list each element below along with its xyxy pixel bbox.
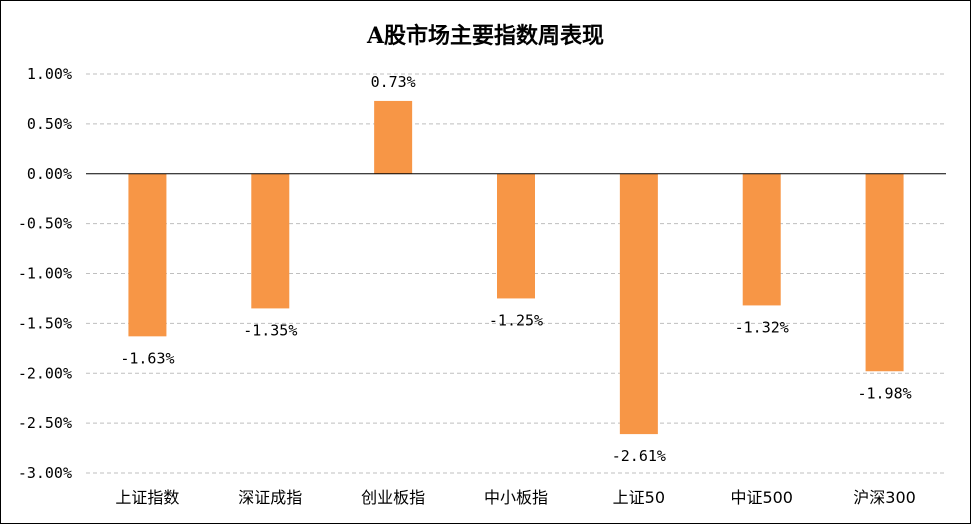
y-tick-label: -2.50%: [18, 414, 72, 432]
y-axis-tick-labels: 1.00% 0.50% 0.00% -0.50% -1.00% -1.50% -2.00% -…: [18, 65, 72, 482]
bar: [251, 173, 290, 309]
bar: [374, 100, 413, 174]
data-label: 0.73%: [371, 73, 416, 91]
bar: [497, 173, 535, 299]
bars: [128, 100, 904, 435]
data-label: -2.61%: [612, 447, 666, 465]
y-tick-label: -1.00%: [18, 265, 72, 283]
y-tick-label: -2.00%: [18, 364, 72, 382]
y-tick-label: -1.50%: [18, 314, 72, 332]
y-tick-label: 1.00%: [27, 65, 72, 83]
data-label: -1.32%: [735, 318, 789, 336]
data-labels: -1.63% -1.35% 0.73% -1.25% -2.61% -1.32% -1.98…: [120, 73, 911, 465]
bar: [619, 173, 658, 435]
y-tick-label: 0.50%: [27, 115, 72, 133]
x-category-label: 中证500: [730, 488, 793, 507]
data-label: -1.63%: [120, 349, 174, 367]
y-tick-label: -0.50%: [18, 215, 72, 233]
data-label: -1.25%: [489, 311, 543, 329]
x-category-label: 创业板指: [361, 488, 425, 507]
y-tick-label: 0.00%: [27, 165, 72, 183]
x-axis-category-labels: 上证指数 深证成指 创业板指 中小板指 上证50 中证500 沪深300: [115, 488, 915, 507]
x-category-label: 沪深300: [853, 488, 916, 507]
bar: [742, 173, 781, 306]
bar: [865, 173, 904, 372]
bar: [128, 173, 167, 337]
x-category-label: 中小板指: [484, 488, 548, 507]
data-label: -1.35%: [243, 321, 297, 339]
x-category-label: 上证50: [613, 488, 665, 507]
chart-title: A股市场主要指数周表现: [366, 23, 605, 49]
x-category-label: 上证指数: [115, 488, 179, 507]
y-tick-label: -3.00%: [18, 464, 72, 482]
x-category-label: 深证成指: [238, 488, 302, 507]
data-label: -1.98%: [857, 384, 911, 402]
